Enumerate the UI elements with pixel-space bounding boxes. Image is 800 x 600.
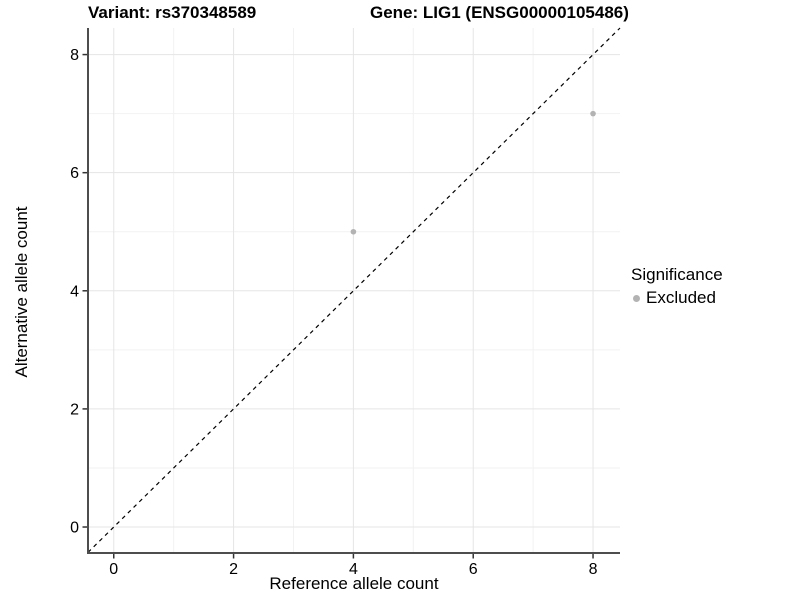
legend: Significance Excluded (631, 265, 723, 308)
data-point (590, 110, 596, 117)
data-point (350, 228, 357, 235)
identity-line (87, 27, 621, 553)
x-tick-label: 6 (469, 561, 478, 578)
y-tick-label: 0 (70, 520, 79, 537)
legend-item-excluded: Excluded (631, 288, 723, 308)
y-tick-label: 6 (70, 165, 79, 182)
plot-title-variant: Variant: rs370348589 (88, 3, 257, 22)
legend-title: Significance (631, 265, 723, 284)
x-axis-title: Reference allele count (269, 574, 439, 593)
x-tick-label: 2 (229, 561, 238, 578)
plot-title-gene: Gene: LIG1 (ENSG00000105486) (370, 3, 629, 22)
y-tick-label: 2 (70, 401, 79, 418)
x-tick-label: 4 (349, 561, 358, 578)
legend-point-icon (633, 294, 640, 302)
x-tick-label: 0 (109, 561, 118, 578)
x-tick-label: 8 (589, 561, 598, 578)
y-axis-title: Alternative allele count (12, 206, 31, 378)
y-tick-label: 4 (70, 283, 79, 300)
legend-item-label: Excluded (646, 288, 716, 307)
y-tick-label: 8 (70, 47, 79, 64)
